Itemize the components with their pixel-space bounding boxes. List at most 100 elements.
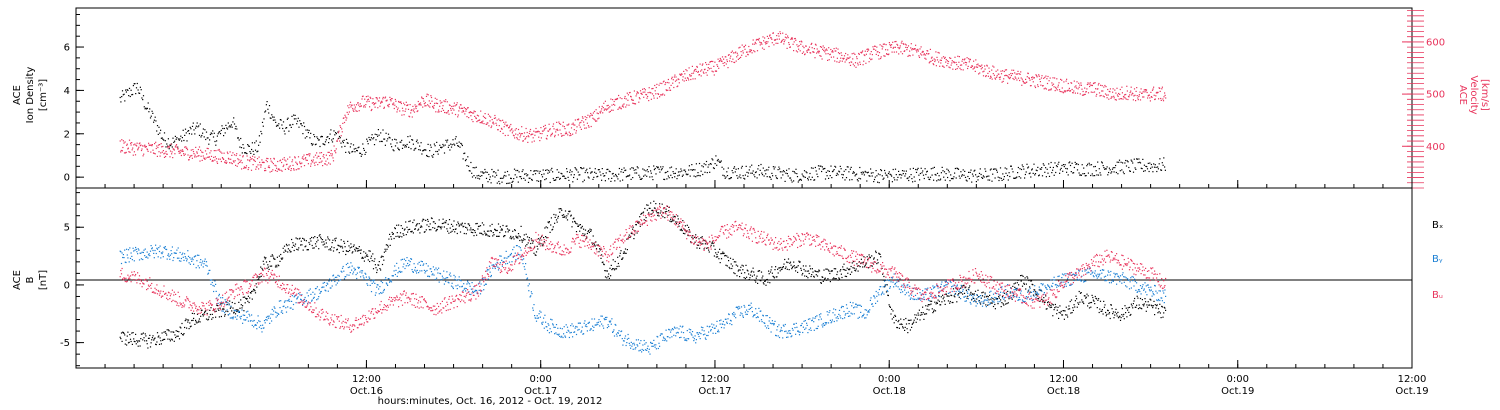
data-point-series1 [759, 41, 761, 43]
data-point-series0 [1101, 309, 1103, 311]
data-point-series1 [918, 56, 921, 58]
data-point-series1 [747, 54, 749, 56]
data-point-series0 [288, 130, 290, 132]
data-point-series0 [1074, 306, 1076, 308]
data-point-series1 [1165, 97, 1167, 99]
data-point-series0 [789, 261, 792, 263]
data-point-series0 [472, 232, 474, 234]
data-point-series1 [289, 156, 291, 158]
data-point-series1 [347, 113, 349, 115]
data-point-series0 [510, 235, 512, 237]
data-point-series0 [315, 143, 317, 145]
data-point-series1 [900, 51, 902, 53]
data-point-series0 [235, 309, 237, 311]
data-point-series0 [956, 167, 958, 169]
data-point-series0 [938, 300, 940, 302]
data-point-series0 [876, 263, 878, 265]
data-point-series1 [880, 57, 882, 60]
data-point-series0 [534, 173, 537, 175]
data-point-series0 [428, 156, 430, 158]
data-point-series0 [1035, 294, 1037, 296]
data-point-series1 [526, 136, 528, 138]
data-point-series1 [510, 123, 512, 126]
data-point-series0 [686, 224, 688, 226]
data-point-series1 [282, 158, 284, 160]
data-point-series0 [156, 332, 159, 334]
data-point-series0 [806, 270, 808, 272]
data-point-series0 [130, 89, 132, 91]
data-point-series1 [882, 46, 884, 48]
data-point-series0 [597, 175, 599, 177]
data-point-series0 [319, 145, 321, 148]
data-point-series1 [995, 70, 997, 72]
data-point-series0 [248, 145, 250, 147]
data-point-series0 [835, 268, 837, 270]
data-point-series0 [755, 281, 757, 283]
data-point-series0 [548, 221, 550, 223]
data-point-series0 [794, 267, 796, 269]
data-point-series1 [373, 104, 375, 106]
data-point-series1 [176, 146, 178, 148]
data-point-series0 [418, 223, 420, 225]
data-point-series0 [253, 289, 255, 291]
data-point-series0 [850, 265, 852, 268]
data-point-series1 [475, 117, 477, 120]
data-point-series0 [733, 261, 735, 263]
data-point-series0 [202, 313, 204, 316]
data-point-series0 [770, 269, 772, 271]
data-point-series1 [952, 68, 954, 70]
data-point-series0 [454, 138, 456, 140]
data-point-series0 [260, 130, 262, 133]
data-point-series0 [704, 171, 706, 173]
data-point-series0 [545, 226, 547, 228]
data-point-series0 [759, 169, 761, 171]
data-point-series0 [903, 170, 905, 172]
data-point-series0 [506, 170, 509, 173]
data-point-series1 [346, 117, 348, 119]
data-point-series1 [796, 44, 798, 46]
data-point-series0 [282, 127, 284, 130]
data-point-series0 [805, 265, 807, 267]
data-point-series0 [410, 231, 412, 233]
data-point-series1 [1001, 81, 1003, 83]
data-point-series0 [381, 140, 383, 143]
data-point-series0 [146, 343, 148, 345]
data-point-series0 [161, 332, 163, 334]
data-point-series0 [923, 318, 925, 320]
data-point-series0 [1125, 307, 1127, 309]
data-point-series1 [1011, 69, 1013, 71]
data-point-series0 [142, 339, 144, 341]
data-point-series1 [158, 151, 160, 153]
data-point-series1 [532, 137, 534, 139]
data-point-series0 [285, 127, 287, 129]
data-point-series0 [1121, 308, 1123, 310]
data-point-series0 [744, 178, 746, 180]
data-point-series0 [748, 273, 750, 275]
data-point-series1 [828, 59, 830, 61]
data-point-series1 [690, 75, 692, 77]
data-point-series0 [891, 181, 893, 183]
data-point-series0 [252, 290, 254, 292]
data-point-series1 [753, 43, 755, 45]
data-point-series0 [740, 272, 743, 274]
data-point-series0 [764, 170, 766, 172]
data-point-series0 [522, 239, 524, 242]
data-point-series0 [754, 279, 756, 282]
data-point-series0 [870, 168, 872, 170]
data-point-series0 [1047, 302, 1049, 304]
data-point-series0 [451, 230, 453, 232]
data-point-series0 [621, 258, 623, 260]
data-point-series1 [302, 158, 304, 160]
data-point-series0 [558, 171, 560, 173]
data-point-series1 [450, 107, 452, 110]
data-point-series1 [308, 155, 311, 157]
data-point-series1 [1155, 95, 1157, 97]
data-point-series1 [440, 110, 442, 112]
data-point-series1 [404, 104, 406, 106]
data-point-series1 [844, 61, 846, 63]
data-point-series0 [367, 255, 369, 257]
data-point-series0 [546, 227, 549, 229]
data-point-series0 [989, 302, 991, 304]
data-point-series0 [1156, 305, 1158, 307]
data-point-series1 [1047, 75, 1049, 78]
